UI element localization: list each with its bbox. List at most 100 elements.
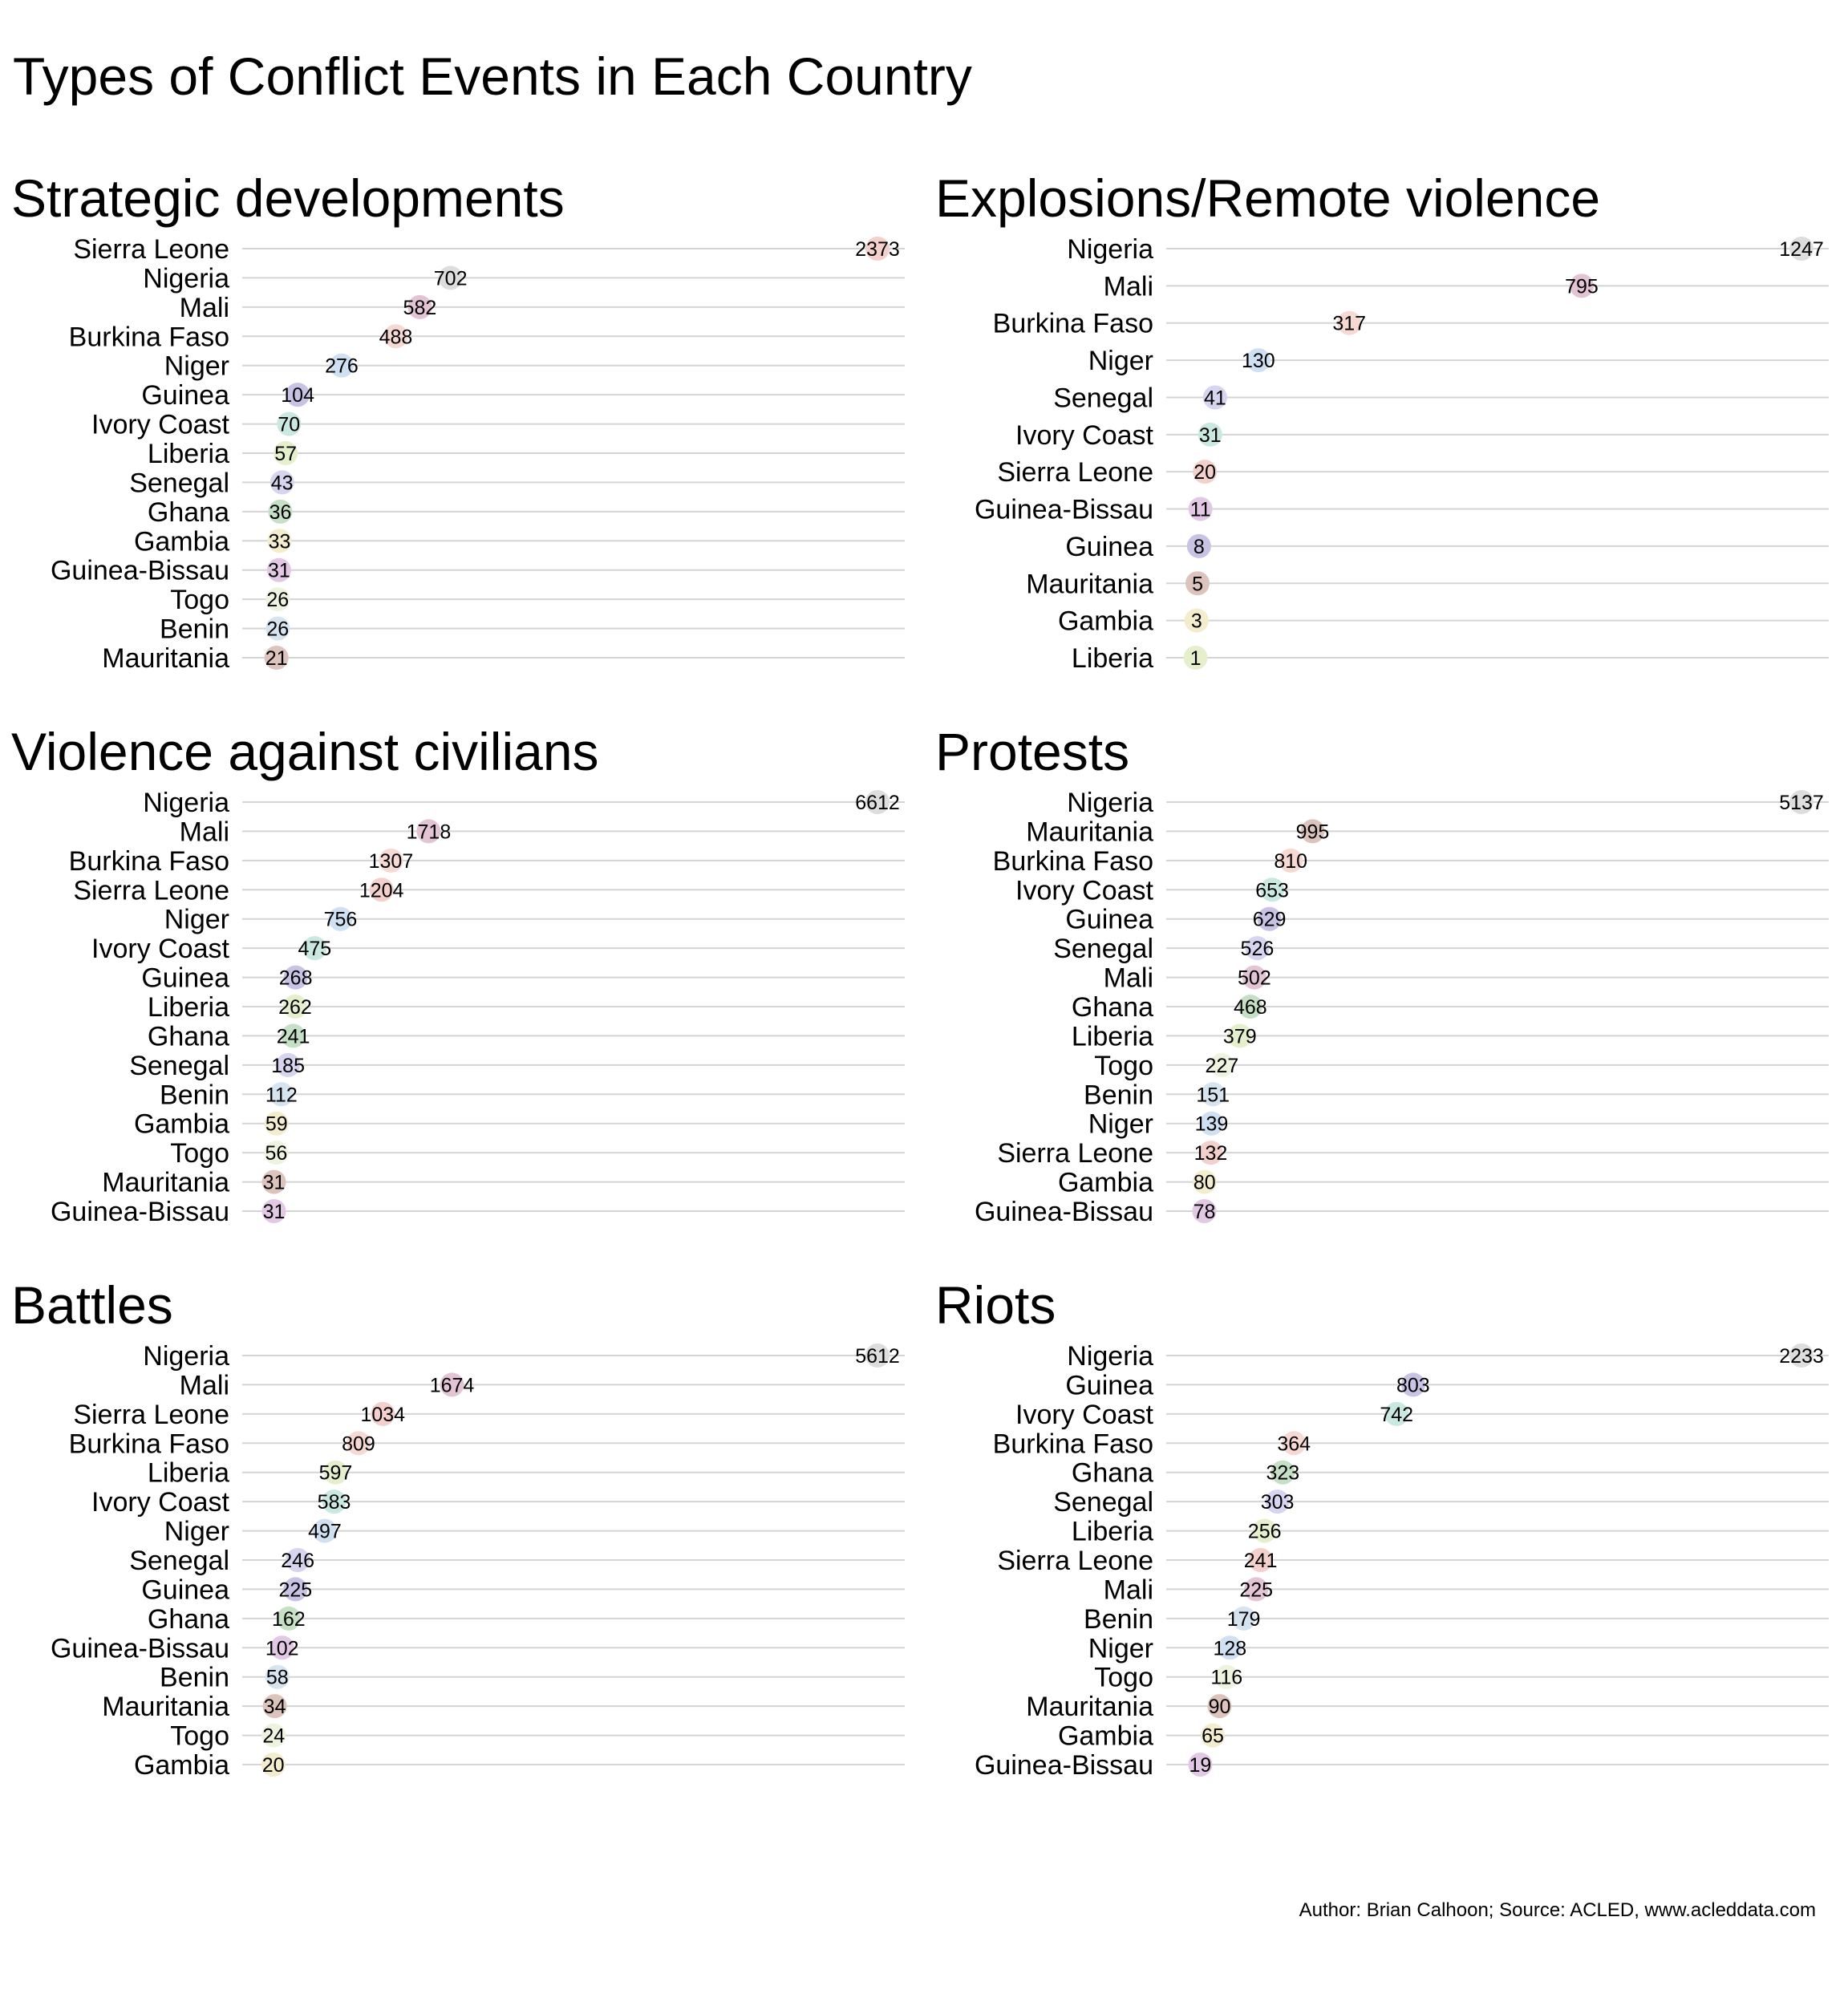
point-liberia [323, 1460, 348, 1485]
row-benin: Benin 151 [1084, 1080, 1829, 1110]
category-label-senegal: Senegal [129, 1051, 229, 1081]
value-label-gambia: 33 [269, 530, 291, 553]
row-senegal: Senegal 246 [129, 1546, 905, 1576]
row-sierra-leone: Sierra Leone 132 [997, 1138, 1829, 1169]
value-label-togo: 116 [1210, 1667, 1242, 1689]
point-nigeria [1789, 790, 1814, 814]
panel-title: Strategic developments [11, 168, 565, 228]
point-mali [1244, 1577, 1269, 1602]
row-gambia: Gambia 33 [134, 526, 905, 557]
category-label-ghana: Ghana [1072, 992, 1153, 1023]
category-label-senegal: Senegal [1053, 934, 1153, 964]
category-label-burkina-faso: Burkina Faso [993, 846, 1153, 877]
category-label-ghana: Ghana [1072, 1458, 1153, 1489]
value-label-togo: 56 [265, 1142, 287, 1165]
point-guinea-bissau [261, 1199, 286, 1223]
category-label-liberia: Liberia [148, 1458, 229, 1489]
category-label-senegal: Senegal [1053, 383, 1153, 413]
value-label-liberia: 597 [319, 1462, 353, 1485]
point-guinea-bissau [1188, 496, 1213, 521]
category-label-ghana: Ghana [148, 497, 229, 528]
value-label-mauritania: 90 [1209, 1696, 1231, 1718]
category-label-nigeria: Nigeria [143, 1341, 229, 1372]
category-label-niger: Niger [1088, 346, 1153, 376]
row-ivory-coast: Ivory Coast 742 [1015, 1400, 1829, 1430]
row-guinea: Guinea 104 [141, 380, 905, 411]
value-label-ivory-coast: 70 [278, 414, 300, 436]
point-ghana [276, 1606, 301, 1631]
point-guinea-bissau [270, 1635, 294, 1660]
row-guinea-bissau: Guinea-Bissau 78 [975, 1197, 1829, 1227]
value-label-guinea-bissau: 31 [268, 560, 290, 582]
value-label-mali: 1718 [407, 821, 452, 843]
category-label-niger: Niger [164, 351, 229, 382]
category-label-togo: Togo [170, 585, 229, 615]
point-togo [1214, 1664, 1239, 1689]
value-label-mali: 225 [1239, 1578, 1273, 1601]
category-label-gambia: Gambia [134, 1109, 229, 1140]
category-label-guinea: Guinea [1065, 532, 1153, 562]
category-label-liberia: Liberia [1072, 643, 1153, 674]
category-label-guinea: Guinea [1065, 905, 1153, 935]
row-senegal: Senegal 43 [129, 468, 905, 498]
panel-title: Riots [935, 1275, 1056, 1335]
value-label-burkina-faso: 364 [1277, 1433, 1311, 1455]
point-ivory-coast [277, 411, 302, 436]
value-label-nigeria: 1247 [1779, 238, 1824, 261]
row-mali: Mali 1718 [180, 817, 905, 847]
category-label-sierra-leone: Sierra Leone [997, 457, 1153, 488]
category-label-guinea-bissau: Guinea-Bissau [975, 1750, 1153, 1781]
category-label-mali: Mali [1104, 271, 1153, 302]
row-gambia: Gambia 80 [1058, 1168, 1829, 1198]
point-nigeria [438, 265, 463, 290]
category-label-burkina-faso: Burkina Faso [69, 846, 229, 877]
row-ghana: Ghana 36 [148, 497, 905, 528]
point-ghana [281, 1023, 306, 1048]
point-niger [312, 1518, 337, 1543]
point-benin [1231, 1606, 1256, 1631]
category-label-sierra-leone: Sierra Leone [73, 234, 229, 265]
category-label-nigeria: Nigeria [1067, 1341, 1153, 1372]
point-liberia [1227, 1023, 1252, 1048]
value-label-liberia: 256 [1248, 1521, 1282, 1543]
category-label-mauritania: Mauritania [1026, 569, 1153, 599]
point-niger [329, 353, 354, 378]
row-liberia: Liberia 597 [148, 1458, 905, 1489]
row-liberia: Liberia 379 [1072, 1021, 1829, 1052]
value-label-mauritania: 21 [265, 647, 288, 670]
value-label-burkina-faso: 809 [342, 1433, 375, 1455]
row-niger: Niger 756 [164, 905, 905, 935]
point-togo [1210, 1052, 1234, 1077]
value-label-sierra-leone: 20 [1194, 461, 1216, 484]
row-mali: Mali 1674 [180, 1370, 905, 1400]
value-label-mauritania: 5 [1192, 573, 1203, 595]
value-label-guinea-bissau: 78 [1194, 1201, 1216, 1223]
point-mali [440, 1372, 464, 1397]
category-label-togo: Togo [170, 1721, 229, 1752]
category-label-guinea: Guinea [141, 380, 229, 411]
category-label-mauritania: Mauritania [1026, 817, 1153, 847]
row-togo: Togo 116 [1094, 1663, 1829, 1693]
value-label-benin: 112 [265, 1084, 298, 1106]
value-label-sierra-leone: 1034 [360, 1404, 405, 1426]
category-label-guinea: Guinea [141, 1574, 229, 1605]
value-label-senegal: 246 [281, 1550, 314, 1572]
row-guinea: Guinea 225 [141, 1574, 905, 1605]
value-label-gambia: 59 [265, 1113, 288, 1136]
value-label-sierra-leone: 2373 [855, 238, 900, 261]
point-ivory-coast [302, 936, 327, 961]
category-label-guinea-bissau: Guinea-Bissau [975, 1197, 1153, 1227]
category-label-liberia: Liberia [1072, 1021, 1153, 1052]
value-label-senegal: 526 [1241, 938, 1275, 960]
row-benin: Benin 112 [160, 1080, 905, 1110]
category-label-mauritania: Mauritania [102, 643, 229, 674]
row-niger: Niger 130 [1088, 346, 1829, 376]
point-guinea [1257, 906, 1282, 931]
point-guinea [1400, 1372, 1425, 1397]
category-label-ivory-coast: Ivory Coast [1015, 875, 1153, 906]
category-label-guinea: Guinea [1065, 1370, 1153, 1400]
panel-title: Battles [11, 1275, 173, 1335]
value-label-ghana: 36 [270, 501, 292, 524]
point-mali [407, 294, 432, 319]
category-label-liberia: Liberia [148, 439, 229, 469]
